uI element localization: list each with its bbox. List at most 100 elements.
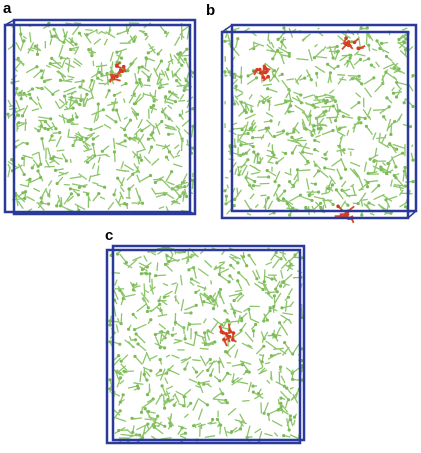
atom (218, 287, 223, 292)
atom (269, 119, 273, 123)
bond (155, 372, 167, 377)
atom (185, 47, 189, 51)
atom (93, 154, 97, 158)
atom (121, 393, 125, 397)
atom (165, 371, 169, 375)
atom (277, 184, 281, 188)
atom (137, 66, 141, 70)
bond (334, 46, 336, 54)
bond (142, 296, 149, 309)
atom (163, 424, 167, 428)
atom (223, 189, 227, 193)
bond (285, 367, 294, 374)
bond (92, 144, 96, 156)
bond (280, 314, 291, 322)
bond (362, 108, 370, 119)
bond (91, 162, 96, 170)
red-atom (345, 212, 350, 217)
bond (389, 67, 402, 73)
atom (368, 157, 372, 161)
bond (256, 100, 261, 107)
atom (29, 96, 33, 100)
atom (167, 150, 171, 154)
atom (223, 39, 227, 43)
bond (375, 61, 380, 68)
bond (225, 197, 236, 205)
bond (301, 118, 307, 130)
bond (408, 84, 414, 92)
bond (58, 101, 69, 110)
atom (219, 423, 223, 427)
atom (365, 26, 369, 30)
bond (290, 396, 295, 401)
bond (284, 398, 289, 409)
atom (360, 82, 364, 86)
atom (340, 188, 344, 192)
bond (25, 66, 38, 74)
atom (24, 190, 28, 194)
atom (140, 65, 144, 69)
atom (256, 152, 260, 156)
bond (100, 62, 103, 75)
bond (165, 354, 171, 358)
bond (229, 253, 242, 260)
atom (360, 213, 364, 217)
atom (288, 414, 292, 418)
bond (173, 54, 183, 66)
atom (55, 204, 59, 208)
atom (194, 290, 198, 294)
bond (254, 392, 264, 400)
bond (137, 343, 147, 352)
bond (166, 91, 175, 101)
atom (153, 180, 157, 185)
bond (168, 369, 180, 376)
atom (115, 50, 119, 54)
bond (316, 114, 327, 119)
atom (211, 299, 215, 303)
atom (154, 274, 158, 278)
bond (19, 183, 29, 188)
bond (270, 252, 277, 261)
bond (14, 192, 26, 203)
atom (101, 108, 105, 112)
bond (164, 144, 170, 152)
bond (83, 148, 93, 153)
bond (280, 375, 286, 384)
bond (165, 263, 173, 272)
atom (164, 155, 169, 159)
bond (204, 259, 213, 268)
atom (50, 34, 54, 39)
bond (95, 67, 100, 77)
bond (177, 130, 184, 143)
atom (15, 87, 19, 91)
bond (288, 288, 293, 296)
bond (401, 27, 408, 31)
atom (135, 81, 139, 85)
bond (83, 144, 89, 151)
atom (211, 417, 215, 422)
bond (83, 32, 92, 44)
bond (69, 176, 82, 180)
bond (252, 125, 258, 131)
atom (116, 176, 120, 180)
bond (246, 77, 257, 85)
atom (367, 57, 371, 61)
atom (169, 424, 173, 428)
bond (398, 87, 403, 92)
bond (118, 394, 124, 406)
bond (273, 432, 279, 437)
bond (49, 159, 56, 164)
atom (53, 168, 58, 172)
atom (275, 161, 279, 165)
panel-c-box (105, 244, 306, 445)
bond (369, 212, 375, 216)
bond (282, 284, 287, 289)
bond (175, 125, 181, 131)
bond (264, 291, 278, 294)
bond (63, 86, 76, 93)
atom (203, 342, 208, 346)
bond (153, 426, 164, 435)
bond (371, 48, 378, 52)
bond (337, 76, 344, 85)
atom (144, 56, 148, 60)
